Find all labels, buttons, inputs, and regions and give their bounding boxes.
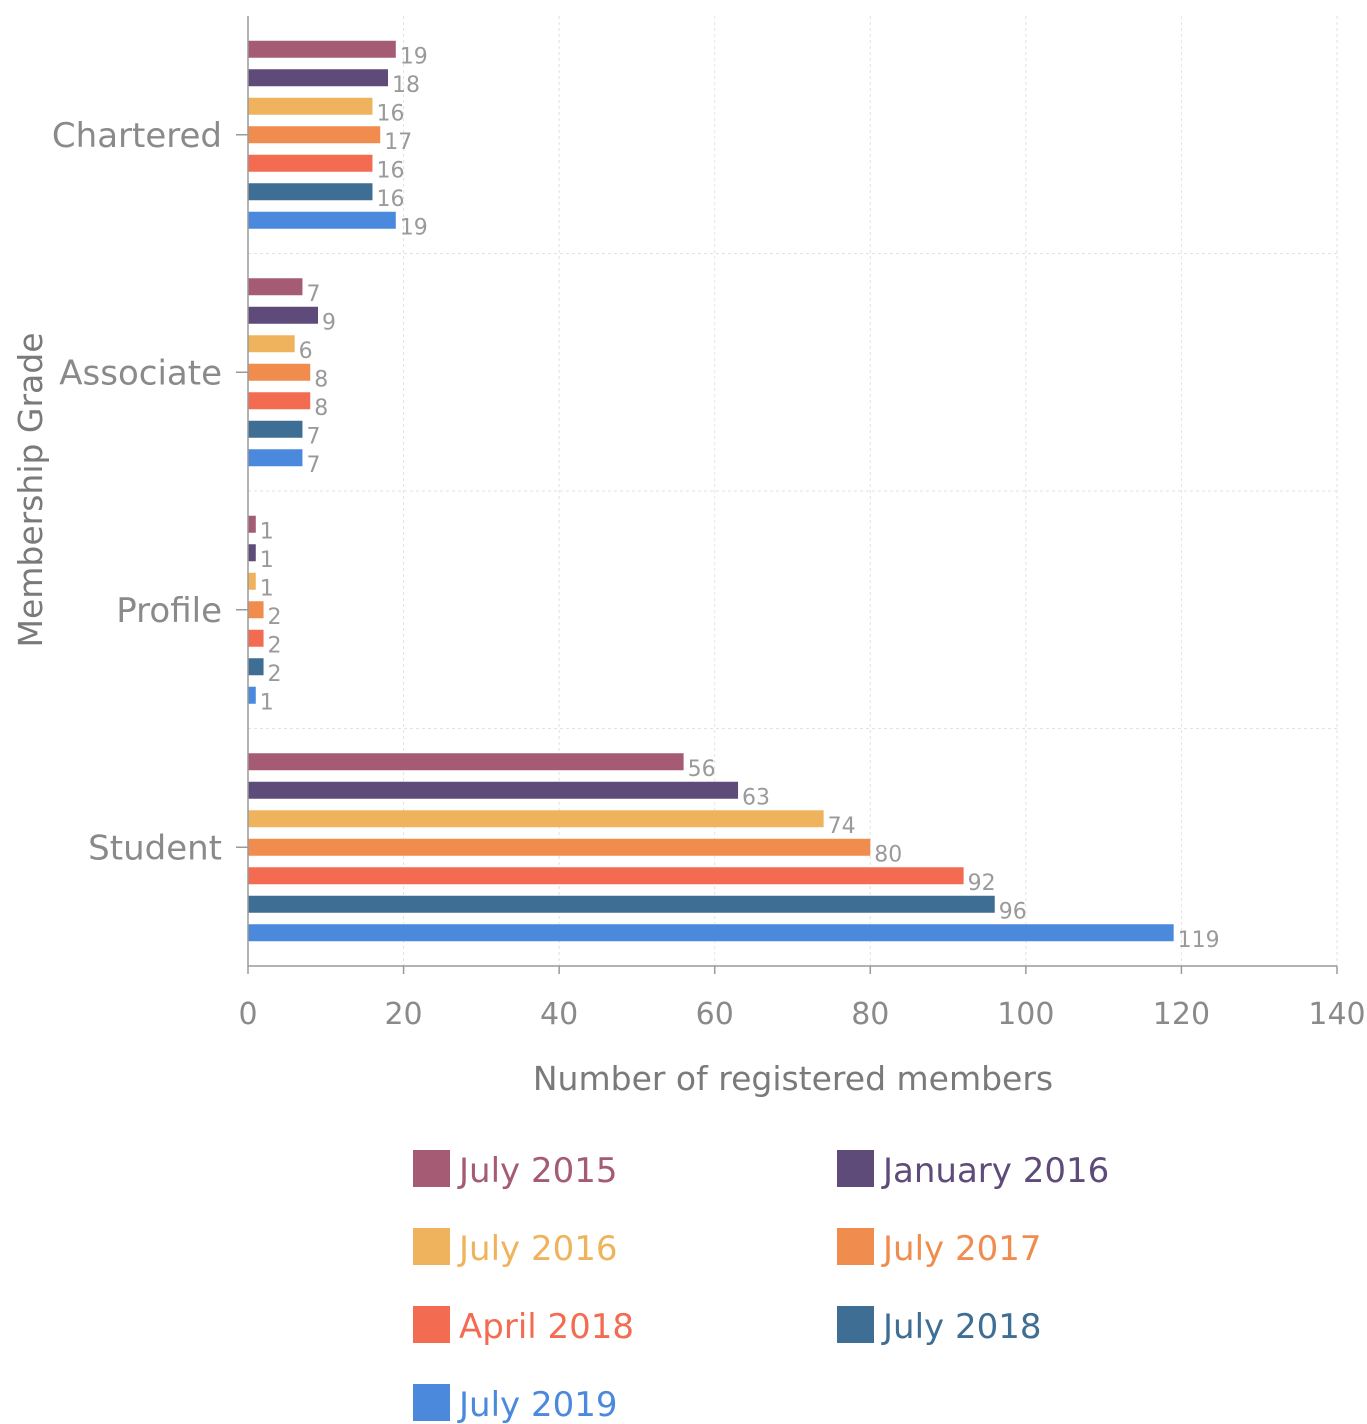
data-label: 1 [260, 690, 274, 715]
bar [248, 126, 381, 144]
bar [248, 544, 256, 562]
data-label: 7 [306, 424, 320, 449]
bar [248, 449, 303, 467]
data-label: 17 [384, 130, 412, 155]
x-tick-label: 20 [384, 997, 422, 1032]
bar [248, 154, 373, 172]
data-label: 16 [376, 101, 404, 126]
bar [248, 69, 389, 87]
bar [248, 867, 964, 885]
bar [248, 183, 373, 201]
bar [248, 420, 303, 438]
data-label: 9 [322, 310, 336, 335]
bar [248, 753, 684, 771]
data-label: 6 [299, 339, 313, 364]
bar [248, 781, 739, 799]
y-axis-title: Membership Grade [11, 332, 50, 647]
data-label: 1 [260, 548, 274, 573]
data-label: 19 [400, 44, 428, 69]
x-axis-title: Number of registered members [533, 1059, 1053, 1098]
x-tick-label: 80 [851, 997, 889, 1032]
legend-swatch [413, 1384, 450, 1421]
bar [248, 40, 396, 58]
bar [248, 686, 256, 704]
grid [248, 16, 1338, 966]
bar [248, 838, 871, 856]
data-label: 74 [828, 814, 856, 839]
legend-swatch [413, 1150, 450, 1187]
bar [248, 810, 824, 828]
legend-swatch [413, 1228, 450, 1265]
bars: 1918161716161979688771112221566374809296… [248, 40, 1220, 953]
bar [248, 278, 303, 296]
bar [248, 924, 1174, 942]
legend-label: July 2015 [457, 1151, 617, 1191]
data-label: 19 [400, 215, 428, 240]
data-label: 2 [268, 662, 282, 687]
legend-label: July 2017 [881, 1229, 1041, 1269]
x-tick-label: 140 [1308, 997, 1365, 1032]
bar [248, 392, 311, 410]
legend-swatch [837, 1150, 874, 1187]
bar [248, 335, 295, 353]
x-tick-label: 40 [540, 997, 578, 1032]
legend-label: January 2016 [881, 1151, 1109, 1191]
data-label: 1 [260, 519, 274, 544]
data-label: 63 [742, 785, 770, 810]
data-label: 1 [260, 576, 274, 601]
bar [248, 629, 264, 647]
bar [248, 895, 995, 913]
data-label: 92 [968, 871, 996, 896]
legend-swatch [413, 1306, 450, 1343]
bar [248, 572, 256, 590]
legend-label: July 2019 [457, 1385, 617, 1424]
data-label: 7 [306, 453, 320, 478]
data-label: 2 [268, 605, 282, 630]
x-tick-label: 60 [696, 997, 734, 1032]
x-tick-label: 0 [238, 997, 257, 1032]
bar [248, 306, 319, 324]
bar [248, 363, 311, 381]
data-label: 119 [1178, 928, 1220, 953]
legend: July 2015 January 2016 July 2016 July 2017 A… [413, 1150, 1109, 1424]
legend-label: July 2016 [457, 1229, 617, 1269]
data-label: 2 [268, 633, 282, 658]
data-label: 56 [688, 757, 716, 782]
data-label: 8 [314, 396, 328, 421]
legend-label: April 2018 [459, 1307, 634, 1347]
bar [248, 658, 264, 676]
data-label: 7 [306, 282, 320, 307]
data-label: 96 [999, 899, 1027, 924]
bar [248, 601, 264, 619]
x-tick-label: 120 [1153, 997, 1210, 1032]
data-label: 8 [314, 367, 328, 392]
legend-label: July 2018 [881, 1307, 1041, 1347]
data-label: 16 [376, 187, 404, 212]
bar [248, 515, 256, 533]
category-label: Student [88, 828, 222, 868]
data-label: 16 [376, 158, 404, 183]
category-label: Profile [116, 591, 222, 631]
legend-swatch [837, 1228, 874, 1265]
data-label: 80 [874, 842, 902, 867]
axes: 0 20 40 60 80 100 120 140 Chartered Associate Prof… [52, 16, 1366, 1032]
category-label: Chartered [52, 116, 222, 156]
x-tick-label: 100 [997, 997, 1054, 1032]
bar [248, 97, 373, 115]
legend-swatch [837, 1306, 874, 1343]
bar [248, 211, 396, 229]
category-label: Associate [59, 353, 222, 393]
data-label: 18 [392, 73, 420, 98]
